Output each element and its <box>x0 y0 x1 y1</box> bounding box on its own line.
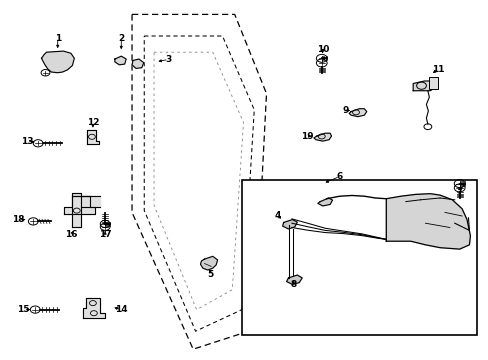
Text: 17: 17 <box>99 230 111 239</box>
Text: 3: 3 <box>165 55 171 64</box>
Text: 1: 1 <box>55 34 61 43</box>
Polygon shape <box>200 256 217 270</box>
Bar <box>242 180 476 335</box>
Polygon shape <box>286 275 302 284</box>
Polygon shape <box>412 81 433 91</box>
Text: 10: 10 <box>316 45 328 54</box>
Polygon shape <box>41 51 74 73</box>
Polygon shape <box>317 198 332 206</box>
Polygon shape <box>313 133 331 141</box>
Text: 16: 16 <box>64 230 77 239</box>
Polygon shape <box>115 56 126 65</box>
Bar <box>428 77 437 89</box>
Text: 7: 7 <box>455 187 462 196</box>
Text: 14: 14 <box>115 305 127 314</box>
Polygon shape <box>132 59 143 68</box>
Polygon shape <box>348 109 366 117</box>
Text: 19: 19 <box>300 132 313 140</box>
Polygon shape <box>81 196 100 207</box>
Text: 18: 18 <box>12 215 25 224</box>
Text: 2: 2 <box>118 34 124 43</box>
Polygon shape <box>63 196 95 214</box>
Text: 9: 9 <box>341 106 348 115</box>
Text: 13: 13 <box>20 136 33 145</box>
Text: 11: 11 <box>431 65 444 74</box>
Text: 6: 6 <box>336 172 342 181</box>
Text: 15: 15 <box>17 305 30 314</box>
Text: 12: 12 <box>86 118 99 127</box>
Polygon shape <box>72 193 81 227</box>
Polygon shape <box>83 298 105 318</box>
Polygon shape <box>87 130 99 144</box>
Polygon shape <box>386 194 469 249</box>
Text: 8: 8 <box>290 280 296 289</box>
Polygon shape <box>282 220 297 229</box>
Text: 4: 4 <box>274 211 281 220</box>
Text: 5: 5 <box>207 270 213 279</box>
